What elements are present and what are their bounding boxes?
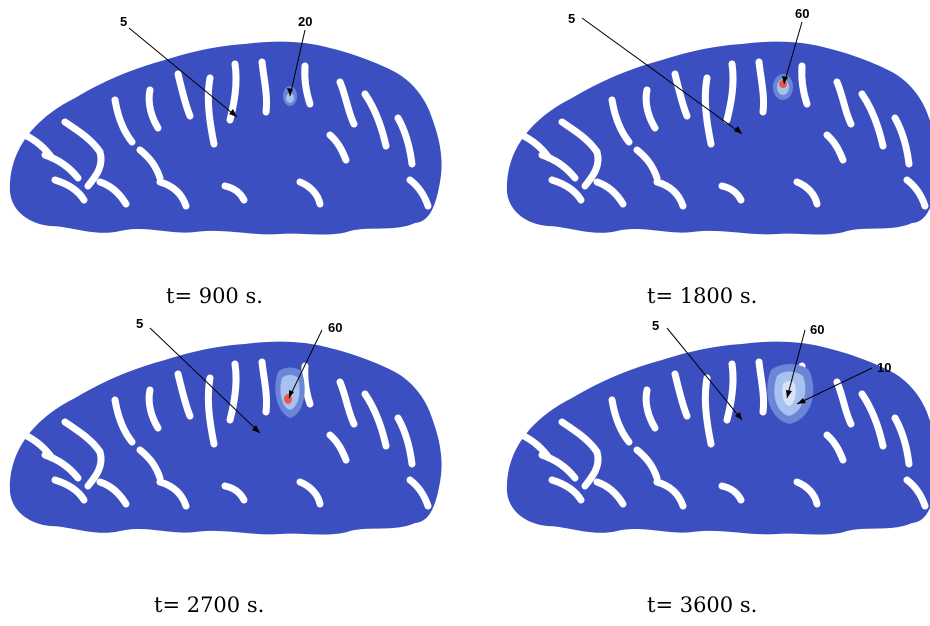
annotation-arrow [288,329,323,399]
annotation-label: 5 [136,316,143,331]
arrowhead [287,88,293,96]
panel-caption: t= 3600 s. [647,593,757,617]
annotation-arrow [581,17,743,135]
arrowhead [735,412,742,420]
annotation-arrow [786,329,806,399]
annotation-label: 60 [328,320,342,335]
arrowhead [797,398,806,404]
panel-caption: t= 2700 s. [154,593,264,617]
annotation-arrow [128,27,238,118]
arrowhead [252,425,260,433]
panel-1: 5 20 t= 900 s. [9,14,442,308]
annotation-label: 60 [795,6,809,21]
panel-4: 5 60 10 t= 3600 s. [506,318,930,617]
annotation-label: 5 [652,318,659,333]
arrowhead [229,109,237,117]
brain-section [506,41,930,235]
annotation-arrow [666,327,743,421]
panel-caption: t= 1800 s. [647,284,757,308]
annotation-arrow [783,21,803,85]
annotation-label: 5 [568,11,575,26]
arrowhead [786,390,792,398]
panel-2: 5 60 t= 1800 s. [506,6,930,308]
annotation-label: 10 [877,360,891,375]
brain-section [9,341,442,535]
annotation-label: 60 [810,322,824,337]
arrowhead [734,126,742,134]
annotation-label: 20 [298,14,312,29]
panel-caption: t= 900 s. [166,284,263,308]
annotation-label: 5 [120,14,127,29]
brain-section [9,41,442,235]
arrowhead [289,390,294,398]
arrowhead [782,76,788,84]
annotation-arrow [289,29,306,97]
panel-3: 5 60 t= 2700 s. [9,316,442,617]
annotation-arrow [796,367,873,405]
annotation-arrow [149,327,261,434]
